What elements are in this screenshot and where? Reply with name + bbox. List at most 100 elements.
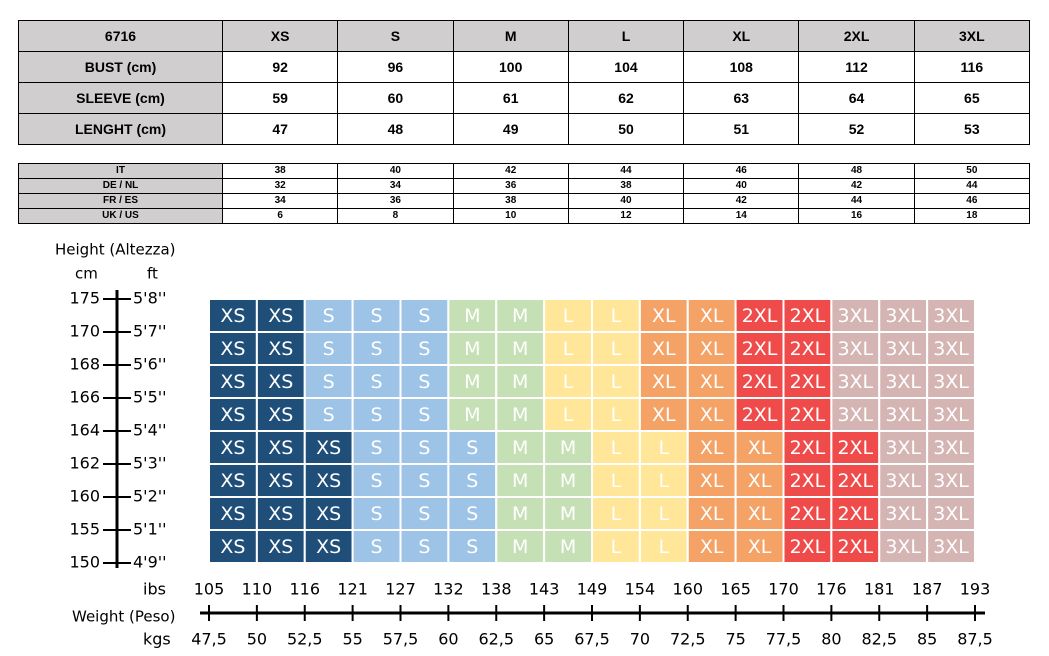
table-cell: 64 [798, 82, 915, 114]
size-label: XS [268, 371, 293, 393]
size-cell [351, 430, 402, 465]
size-label: S [371, 470, 383, 492]
size-label: 2XL [837, 536, 873, 558]
size-label: 3XL [933, 470, 969, 492]
table-cell: 14 [683, 208, 800, 224]
size-label: XS [268, 338, 293, 360]
size-label: M [560, 470, 576, 492]
lbs-tick-label: 165 [720, 580, 751, 599]
size-cell [495, 298, 546, 333]
size-cell [351, 364, 402, 399]
lbs-tick-label: 143 [529, 580, 560, 599]
table-cell: 12 [567, 208, 685, 224]
lbs-tick-label: 160 [672, 580, 703, 599]
size-label: S [418, 437, 430, 459]
size-label: L [611, 503, 622, 525]
size-cell [543, 463, 593, 498]
size-cell [830, 463, 881, 498]
size-label: M [512, 305, 528, 327]
size-cell [926, 496, 976, 531]
size-label: S [418, 338, 430, 360]
lbs-tick-label: 149 [577, 580, 608, 599]
size-label: 3XL [885, 503, 921, 525]
kgs-tick-label: 67,5 [574, 630, 610, 649]
kgs-tick-label: 52,5 [287, 630, 323, 649]
size-label: 2XL [837, 503, 873, 525]
cm-tick-label: 155 [69, 520, 100, 539]
size-label: XS [220, 536, 245, 558]
size-label: 3XL [885, 338, 921, 360]
size-label: XL [748, 503, 772, 525]
kgs-tick-label: 47,5 [191, 630, 227, 649]
table-row: FR / ES 34 36 38 40 42 44 46 [18, 193, 1031, 209]
kgs-tick-label: 77,5 [766, 630, 802, 649]
table-row: SLEEVE (cm) 59 60 61 62 63 64 65 [18, 82, 1031, 114]
table-cell: 116 [913, 51, 1031, 83]
lbs-label: ibs [143, 580, 166, 599]
size-label: XL [700, 404, 724, 426]
size-label: 3XL [933, 305, 969, 327]
size-cell [638, 430, 689, 465]
size-label: 3XL [885, 470, 921, 492]
size-label: L [611, 371, 622, 393]
size-label: 2XL [790, 305, 826, 327]
size-label: XS [220, 503, 245, 525]
size-cell [830, 496, 881, 531]
size-label: XS [220, 404, 245, 426]
size-label: XL [748, 470, 772, 492]
size-label: S [466, 470, 478, 492]
table-row: UK / US 6 8 10 12 14 16 18 [18, 208, 1031, 224]
size-label: XL [700, 470, 724, 492]
size-label: M [464, 338, 480, 360]
size-cell [351, 331, 402, 366]
lbs-tick-label: 187 [912, 580, 943, 599]
size-label: 2XL [790, 371, 826, 393]
size-cell [447, 430, 498, 465]
size-label: XL [652, 305, 676, 327]
size-cell [638, 529, 689, 564]
table-cell: 53 [913, 113, 1031, 145]
size-label: S [418, 503, 430, 525]
size-label: S [371, 305, 383, 327]
size-label: S [466, 437, 478, 459]
size-label: XS [220, 470, 245, 492]
lbs-tick-label: 181 [864, 580, 895, 599]
conversion-table: IT 38 40 42 44 46 48 50 DE / NL 32 34 36 38 40 42 44 FR … [18, 163, 1031, 224]
size-cell [495, 397, 546, 432]
size-label: M [464, 305, 480, 327]
row-label: UK / US [18, 208, 223, 224]
size-label: XS [316, 437, 341, 459]
table-cell: 112 [798, 51, 915, 83]
size-label: S [371, 503, 383, 525]
size-label: L [611, 338, 622, 360]
ft-tick-label: 5'4'' [133, 421, 167, 440]
size-cell [591, 463, 641, 498]
size-label: S [323, 305, 335, 327]
size-cell [782, 529, 833, 564]
size-cell [638, 298, 689, 333]
size-cell [638, 364, 689, 399]
table-cell: 65 [913, 82, 1031, 114]
table-cell: 18 [913, 208, 1031, 224]
cm-tick-label: 166 [69, 388, 100, 407]
table-cell: 52 [798, 113, 915, 145]
size-label: L [563, 338, 574, 360]
size-label: 3XL [885, 536, 921, 558]
row-label: BUST (cm) [18, 51, 223, 83]
ft-label: ft [147, 265, 158, 283]
size-label: XS [268, 503, 293, 525]
size-label: M [464, 404, 480, 426]
table-cell: 108 [683, 51, 800, 83]
size-cell [830, 298, 881, 333]
kgs-label: kgs [143, 630, 171, 649]
ft-tick-label: 5'6'' [133, 355, 167, 374]
size-cell [734, 529, 785, 564]
size-label: XS [220, 338, 245, 360]
header-cell: 3XL [913, 20, 1031, 52]
size-cell [878, 529, 929, 564]
header-cell: L [567, 20, 685, 52]
size-label: 2XL [790, 437, 826, 459]
size-cell [878, 331, 929, 366]
